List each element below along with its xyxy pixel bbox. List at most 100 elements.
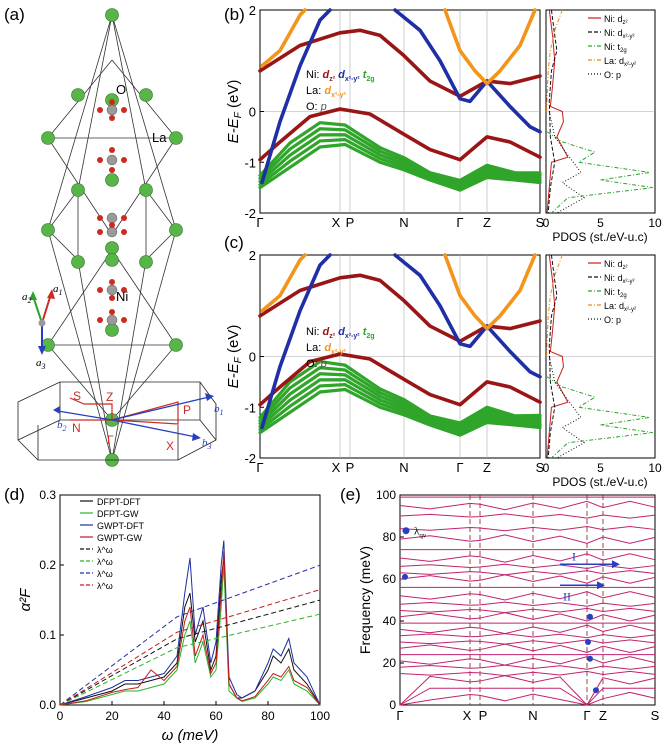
phon-kpath-label: X xyxy=(463,708,472,723)
pdos-xtick-label: 0 xyxy=(543,216,550,230)
la-atom xyxy=(139,88,153,102)
ytick-label: 2 xyxy=(249,248,256,263)
t2g-band xyxy=(258,372,542,430)
svg-text:a3: a3 xyxy=(36,357,46,371)
kpath-label: S xyxy=(536,215,545,230)
svg-text:b2: b2 xyxy=(57,419,67,433)
pdos-legend-label: O: p xyxy=(604,315,621,325)
ni-atom xyxy=(106,104,118,116)
dx2y2-band-2 xyxy=(393,253,542,379)
kpath-label: Γ xyxy=(256,460,263,475)
pdos-xtick-label: 10 xyxy=(648,461,662,475)
pdos-xtick-label: 5 xyxy=(597,216,604,230)
pdos-curve-dz2 xyxy=(546,9,569,214)
phonon-branch xyxy=(399,656,656,666)
o-atom xyxy=(97,157,103,163)
t2g-band xyxy=(258,366,542,428)
phonon-branch xyxy=(399,513,656,519)
la-atom xyxy=(105,241,119,255)
t2g-band xyxy=(258,138,542,190)
eli-lambda-2 xyxy=(59,564,321,706)
la-atom xyxy=(105,173,119,187)
phon-legend-label: λqν xyxy=(414,526,426,540)
ni-atom xyxy=(106,212,118,224)
b1-sub: 1 xyxy=(220,408,224,417)
t2g-band xyxy=(258,378,542,432)
phon-kpath-label: Z xyxy=(599,708,607,723)
phon-kpath-label: P xyxy=(479,708,488,723)
o-atom xyxy=(121,229,127,235)
ytick-label: -1 xyxy=(244,155,256,170)
pdos-xtick-label: 5 xyxy=(597,461,604,475)
eli-ytick-label: 0.1 xyxy=(39,628,56,642)
bz-label-p: P xyxy=(183,403,191,417)
eli-series-3 xyxy=(59,550,321,706)
o-atom xyxy=(109,147,115,153)
phonon-branch xyxy=(399,601,656,607)
eli-legend-label: DFPT-DFT xyxy=(97,497,141,507)
o-atom xyxy=(97,215,103,221)
b3-label: b xyxy=(202,437,208,449)
kpath-label: S xyxy=(536,460,545,475)
phonon-branch xyxy=(399,591,656,601)
a3-sub: 3 xyxy=(41,362,46,371)
lambda-marker xyxy=(587,655,593,662)
o-atom xyxy=(109,279,115,285)
legend-o: O: p xyxy=(306,101,327,113)
la-atom xyxy=(139,255,153,269)
eli-ytick-label: 0.2 xyxy=(39,558,56,572)
kpath-label: Z xyxy=(483,460,491,475)
o-atom xyxy=(121,317,127,323)
la-atom xyxy=(71,255,85,269)
mode-II-label: II xyxy=(563,589,571,603)
la-band xyxy=(260,253,307,313)
phonon-branch xyxy=(399,525,656,532)
eli-frame xyxy=(59,494,321,706)
a1-label: a xyxy=(53,283,59,295)
la-band xyxy=(260,8,307,68)
legend-o: O: p xyxy=(306,358,327,370)
phonon-branch xyxy=(399,500,656,511)
eli-lambda-3 xyxy=(59,589,321,706)
eli-ylabel: α²F xyxy=(17,588,34,612)
pdos-curve-o xyxy=(548,356,586,459)
a1-sub: 1 xyxy=(59,288,63,297)
band-structure-b: 20-1-2Γ X P N Γ Z SE-EF (eV)Ni: dz² dx²-y² t2g… xyxy=(225,3,545,230)
eli-series-0 xyxy=(59,557,321,706)
svg-text:a2: a2 xyxy=(22,291,32,305)
kpath-label: X xyxy=(332,460,341,475)
phonon-branch xyxy=(399,553,656,563)
phonon-branch xyxy=(399,633,656,639)
pdos-legend-label: Ni: dz² xyxy=(604,14,628,26)
t2g-band xyxy=(258,387,542,437)
phonon-branch xyxy=(399,607,656,614)
dx2y2-band xyxy=(260,8,332,185)
lambda-marker xyxy=(585,639,591,645)
la-band-2 xyxy=(443,253,537,331)
ytick-label: 2 xyxy=(249,3,256,18)
phonon-branch xyxy=(399,612,656,622)
phonon-branch xyxy=(399,624,656,635)
dz2-upper-band xyxy=(258,273,542,344)
band-structure-c: 20-1-2Γ X P N Γ Z SE-EF (eV) Ni: dz² dx²-y² t2g… xyxy=(225,248,545,475)
b1-label: b xyxy=(214,403,220,415)
phonon-branch xyxy=(399,675,656,706)
panel-label-d: (d) xyxy=(4,485,25,504)
o-atom xyxy=(109,222,115,228)
phonon-branch xyxy=(399,570,656,576)
bz-label-s: S xyxy=(73,389,81,403)
phon-frame xyxy=(399,494,656,706)
ylabel-energy: E-EF (eV) xyxy=(225,80,244,144)
la-atom xyxy=(71,183,85,197)
lattice-vectors: a2 a1 a3 xyxy=(22,283,63,371)
eli-xtick-label: 20 xyxy=(105,709,119,723)
pdos-legend-label: Ni: t2g xyxy=(604,287,627,299)
o-atom xyxy=(121,157,127,163)
o-atom xyxy=(97,107,103,113)
eli-ytick-label: 0.3 xyxy=(39,488,56,502)
dz2-band xyxy=(258,107,542,162)
eli-legend-label: GWPT-GW xyxy=(97,533,142,543)
pdos-xtick-label: 10 xyxy=(648,216,662,230)
